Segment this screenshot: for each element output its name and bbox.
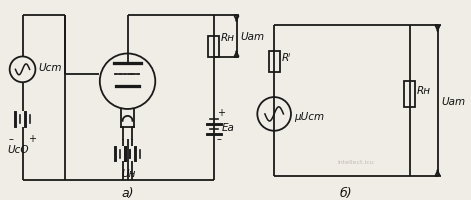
Bar	[269, 51, 280, 73]
Text: Uн: Uн	[122, 169, 136, 178]
Text: UсO: UсO	[8, 144, 29, 154]
Text: a): a)	[122, 186, 134, 199]
Bar	[208, 36, 219, 58]
Text: Uсm: Uсm	[38, 63, 62, 73]
Text: Rᴵ: Rᴵ	[282, 53, 291, 63]
Text: +: +	[217, 107, 225, 117]
Text: Uаm: Uаm	[241, 32, 265, 42]
Text: –: –	[217, 133, 221, 143]
Text: –: –	[8, 133, 14, 143]
Text: Uаm: Uаm	[442, 96, 466, 106]
Text: Rн: Rн	[417, 86, 431, 96]
Text: б): б)	[339, 186, 352, 199]
Bar	[405, 82, 415, 107]
Text: +: +	[28, 133, 36, 143]
Text: Eа: Eа	[222, 122, 235, 132]
Text: Rн: Rн	[220, 32, 235, 42]
Text: μUсm: μUсm	[294, 111, 324, 121]
Text: intellect.icu: intellect.icu	[338, 160, 374, 165]
